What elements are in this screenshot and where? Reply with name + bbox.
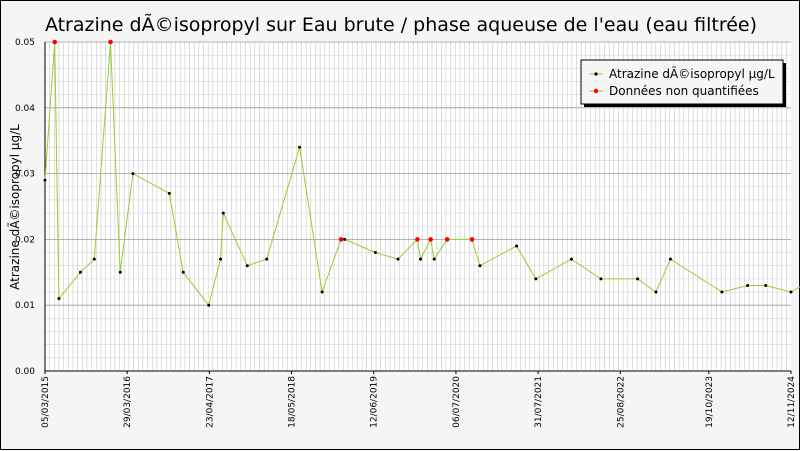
- data-point: [790, 291, 793, 294]
- y-tick-label: 0.04: [15, 104, 35, 114]
- data-point: [654, 291, 657, 294]
- x-tick-label: 29/03/2016: [123, 376, 133, 428]
- y-tick-label: 0.03: [15, 170, 35, 180]
- legend: Atrazine dÃ©isopropyl µg/L Données non q…: [581, 60, 786, 107]
- y-tick-label: 0.05: [15, 38, 35, 48]
- legend-marker-nq: [594, 89, 598, 93]
- x-tick-label: 19/10/2023: [705, 376, 715, 428]
- data-point-non-quantified: [470, 237, 475, 242]
- data-point: [207, 304, 210, 307]
- data-point: [321, 291, 324, 294]
- x-tick-label: 12/06/2019: [370, 376, 380, 428]
- y-axis-label: Atrazine dÃ©isopropyl µg/L: [7, 124, 22, 290]
- data-point: [222, 212, 225, 215]
- legend-label-measured: Atrazine dÃ©isopropyl µg/L: [609, 66, 775, 81]
- data-point: [534, 277, 537, 280]
- x-tick-label: 12/11/2024: [787, 376, 797, 428]
- y-tick-label: 0.02: [15, 235, 35, 245]
- data-point: [669, 258, 672, 261]
- data-point-non-quantified: [52, 40, 57, 45]
- chart-title: Atrazine dÃ©isopropyl sur Eau brute / ph…: [45, 13, 757, 36]
- data-point: [515, 244, 518, 247]
- data-point-non-quantified: [108, 40, 113, 45]
- data-point: [343, 238, 346, 241]
- data-point: [433, 258, 436, 261]
- data-point-non-quantified: [428, 237, 433, 242]
- y-tick-label: 0.01: [15, 301, 35, 311]
- data-point: [131, 172, 134, 175]
- data-point: [478, 264, 481, 267]
- x-tick-label: 05/03/2015: [41, 376, 51, 428]
- data-point: [57, 297, 60, 300]
- data-point: [374, 251, 377, 254]
- legend-marker-measured: [594, 72, 597, 75]
- y-tick-label: 0.00: [15, 367, 35, 377]
- legend-label-nq: Données non quantifiées: [609, 84, 759, 98]
- data-point: [79, 271, 82, 274]
- data-point: [93, 258, 96, 261]
- data-point: [182, 271, 185, 274]
- data-point: [298, 146, 301, 149]
- x-tick-label: 06/07/2020: [452, 376, 462, 428]
- x-tick-label: 18/05/2018: [288, 376, 298, 428]
- data-point: [246, 264, 249, 267]
- data-point-non-quantified: [445, 237, 450, 242]
- data-point: [419, 258, 422, 261]
- data-point: [720, 291, 723, 294]
- data-point: [396, 258, 399, 261]
- data-point: [764, 284, 767, 287]
- data-point: [636, 277, 639, 280]
- data-point: [119, 271, 122, 274]
- x-tick-label: 25/08/2022: [616, 376, 626, 428]
- data-point: [265, 258, 268, 261]
- data-point: [168, 192, 171, 195]
- x-tick-label: 23/04/2017: [205, 376, 215, 428]
- data-point-non-quantified: [339, 237, 344, 242]
- data-point: [570, 258, 573, 261]
- data-point-non-quantified: [415, 237, 420, 242]
- data-point: [44, 179, 47, 182]
- x-tick-label: 31/07/2021: [534, 376, 544, 428]
- data-point: [599, 277, 602, 280]
- data-point: [746, 284, 749, 287]
- data-point: [219, 258, 222, 261]
